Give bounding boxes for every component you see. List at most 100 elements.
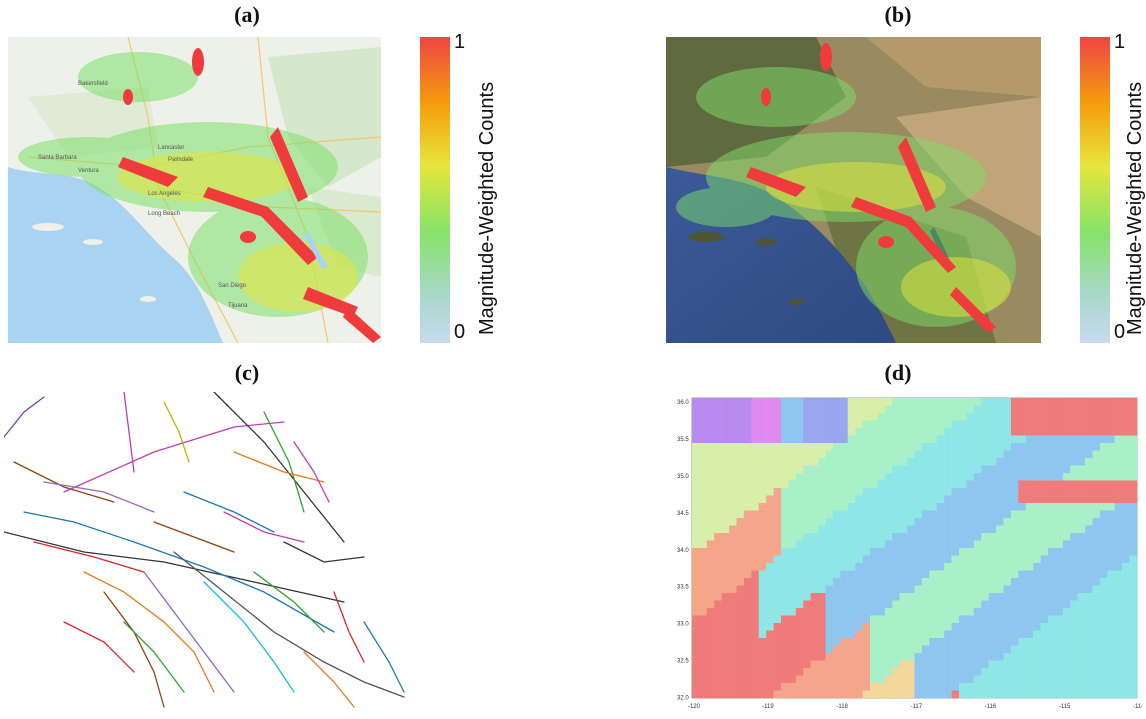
- grid-cell: [840, 540, 848, 549]
- grid-cell: [1018, 495, 1026, 504]
- grid-cell: [1040, 638, 1049, 646]
- grid-cell: [692, 488, 700, 496]
- grid-cell: [803, 690, 811, 699]
- grid-cell: [699, 458, 708, 466]
- grid-cell: [907, 465, 915, 474]
- grid-cell: [1077, 405, 1086, 414]
- grid-cell: [996, 593, 1004, 601]
- grid-cell: [914, 600, 923, 609]
- grid-cell: [773, 570, 782, 579]
- grid-y-tick: 33.0: [677, 622, 689, 628]
- grid-cell: [699, 503, 708, 511]
- grid-cell: [840, 510, 848, 519]
- grid-cell: [907, 563, 915, 571]
- grid-cell: [981, 435, 989, 444]
- grid-cell: [721, 443, 730, 451]
- grid-cell: [729, 548, 737, 556]
- grid-cell: [714, 585, 722, 594]
- grid-cell: [832, 548, 841, 556]
- grid-cell: [1092, 645, 1101, 654]
- grid-cell: [1070, 593, 1078, 601]
- grid-cell: [758, 428, 767, 436]
- grid-cell: [996, 578, 1004, 586]
- grid-cell: [973, 630, 982, 639]
- grid-cell: [795, 668, 804, 676]
- grid-cell: [847, 570, 856, 579]
- grid-cell: [1048, 578, 1056, 586]
- grid-cell: [981, 495, 989, 504]
- grid-cell: [1092, 615, 1101, 624]
- grid-cell: [766, 690, 774, 699]
- grid-cell: [1040, 600, 1049, 609]
- grid-cell: [781, 570, 789, 579]
- grid-cell: [1122, 398, 1130, 406]
- grid-cell: [758, 435, 767, 444]
- grid-cell: [1092, 690, 1101, 699]
- grid-cell: [988, 548, 997, 556]
- grid-cell: [1122, 570, 1130, 579]
- grid-cell: [884, 690, 893, 699]
- grid-cell: [996, 548, 1004, 556]
- grid-cell: [862, 675, 871, 684]
- grid-cell: [795, 690, 804, 699]
- grid-cell: [855, 548, 863, 556]
- grid-cell: [758, 660, 767, 669]
- grid-cell: [766, 495, 774, 504]
- grid-cell: [899, 428, 908, 436]
- grid-cell: [973, 518, 982, 526]
- grid-cell: [1040, 495, 1049, 504]
- grid-cell: [1033, 623, 1041, 631]
- place-ventura: Ventura: [78, 168, 99, 174]
- grid-cell: [1114, 653, 1123, 661]
- grid-cell: [706, 683, 715, 691]
- grid-cell: [1077, 473, 1086, 481]
- grid-cell: [1092, 668, 1101, 676]
- grid-cell: [981, 548, 989, 556]
- grid-cell: [721, 563, 730, 571]
- grid-cell: [884, 608, 893, 616]
- grid-cell: [1099, 683, 1108, 691]
- grid-cell: [1077, 600, 1086, 609]
- grid-cell: [729, 585, 737, 594]
- grid-cell: [781, 518, 789, 526]
- grid-cell: [803, 443, 811, 451]
- grid-cell: [832, 638, 841, 646]
- grid-cell: [1018, 593, 1026, 601]
- grid-cell: [1092, 420, 1101, 429]
- grid-cell: [892, 443, 900, 451]
- grid-cell: [988, 578, 997, 586]
- grid-cell: [1062, 540, 1071, 549]
- grid-cell: [1129, 510, 1138, 519]
- numbered-cluster-grid: 36.0 35.5 35.0 34.5 34.0 33.5 33.0 32.5 32.0 -12…: [676, 394, 1142, 714]
- grid-cell: [1025, 683, 1034, 691]
- grid-cell: [996, 675, 1004, 684]
- grid-cell: [1055, 555, 1064, 564]
- grid-cell: [862, 428, 871, 436]
- grid-cell: [692, 660, 700, 669]
- grid-cell: [981, 420, 989, 429]
- grid-cell: [959, 518, 967, 526]
- grid-cell: [899, 660, 908, 669]
- grid-cell: [1077, 458, 1086, 466]
- grid-cell: [729, 570, 737, 579]
- grid-cell: [773, 645, 782, 654]
- grid-cell: [1122, 675, 1130, 684]
- grid-cell: [929, 608, 937, 616]
- grid-cell: [699, 585, 708, 594]
- grid-cell: [706, 585, 715, 594]
- grid-cell: [944, 480, 952, 489]
- grid-cell: [832, 653, 841, 661]
- grid-cell: [803, 645, 811, 654]
- grid-cell: [959, 660, 967, 669]
- grid-cell: [795, 428, 804, 436]
- grid-cell: [1129, 465, 1138, 474]
- grid-cell: [721, 675, 730, 684]
- grid-cell: [1040, 420, 1049, 429]
- grid-cell: [803, 668, 811, 676]
- grid-cell: [929, 435, 937, 444]
- grid-cell: [758, 420, 767, 429]
- grid-cell: [1062, 615, 1071, 624]
- grid-cell: [899, 548, 908, 556]
- grid-cell: [699, 525, 708, 534]
- grid-cell: [892, 420, 900, 429]
